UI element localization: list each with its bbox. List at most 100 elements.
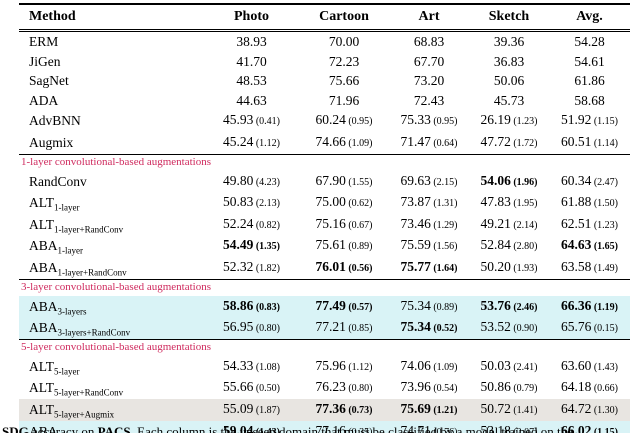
method-cell: ALT1-layer+RandConv bbox=[19, 214, 204, 236]
std-dev-value: (2.13) bbox=[253, 198, 281, 210]
value-cell: 60.34 (2.47) bbox=[549, 171, 630, 193]
accuracy-value: 26.19 bbox=[480, 112, 511, 128]
accuracy-value: 56.95 bbox=[222, 319, 254, 335]
value-cell: 70.00 bbox=[299, 31, 389, 52]
std-dev-value: (1.95) bbox=[510, 198, 538, 210]
std-dev-value: (1.19) bbox=[591, 301, 619, 313]
value-cell: 50.06 bbox=[469, 71, 549, 91]
accuracy-value: 54.33 bbox=[222, 357, 254, 373]
method-cell: ABA1-layer bbox=[19, 235, 204, 257]
value-cell: 75.59 (1.56) bbox=[389, 235, 469, 257]
accuracy-value: 77.49 bbox=[315, 297, 346, 313]
accuracy-value: 47.83 bbox=[480, 194, 511, 210]
method-subscript: 5-layer bbox=[58, 431, 83, 433]
value-cell: 66.02 (1.15) bbox=[549, 421, 630, 433]
table-row: Augmix 45.24 (1.12) 74.66 (1.09) 71.47 (0.6… bbox=[19, 132, 630, 154]
std-dev-value: (4.23) bbox=[253, 176, 281, 188]
section-header-row: 5-layer convolutional-based augmentation… bbox=[19, 338, 630, 356]
value-cell: 73.46 (1.29) bbox=[389, 214, 469, 236]
std-dev-value: (2.14) bbox=[510, 219, 538, 231]
value-cell: 75.69 (1.21) bbox=[389, 399, 469, 421]
table-row: ERM 38.93 70.00 68.83 39.36 54.28 bbox=[19, 31, 630, 52]
std-dev-value: (0.76) bbox=[430, 426, 458, 433]
table-row: SagNet 48.53 75.66 73.20 50.06 61.86 bbox=[19, 71, 630, 91]
std-dev-value: (0.54) bbox=[430, 383, 458, 395]
accuracy-value: 66.02 bbox=[560, 422, 592, 433]
accuracy-value: 71.47 bbox=[400, 133, 431, 149]
value-cell: 62.51 (1.23) bbox=[549, 214, 630, 236]
value-cell: 55.09 (1.87) bbox=[204, 399, 299, 421]
std-dev-value: (1.30) bbox=[591, 404, 619, 416]
accuracy-value: 73.46 bbox=[400, 215, 431, 231]
value-cell: 41.70 bbox=[204, 52, 299, 72]
std-dev-value: (1.21) bbox=[430, 404, 458, 416]
method-cell: RandConv bbox=[19, 171, 204, 193]
table-row: ABA3-layers+RandConv 56.95 (0.80) 77.21 (0… bbox=[19, 317, 630, 340]
section-header-row: 1-layer convolutional-based augmentation… bbox=[19, 153, 630, 171]
accuracy-value: 64.18 bbox=[560, 379, 592, 395]
table-row: ALT1-layer 50.83 (2.13) 75.00 (0.62) 73.87 … bbox=[19, 192, 630, 214]
accuracy-value: 53.52 bbox=[480, 319, 511, 335]
accuracy-value: 47.72 bbox=[480, 133, 511, 149]
results-table-body: ERM 38.93 70.00 68.83 39.36 54.28 JiGen 41.70 72… bbox=[19, 31, 630, 433]
accuracy-value: 65.76 bbox=[560, 319, 592, 335]
value-cell: 64.18 (0.66) bbox=[549, 377, 630, 399]
value-cell: 59.04 (1.43) bbox=[204, 421, 299, 433]
value-cell: 52.32 (1.82) bbox=[204, 257, 299, 279]
caption-text-mid: accuracy on bbox=[28, 424, 98, 433]
value-cell: 55.66 (0.50) bbox=[204, 377, 299, 399]
value-cell: 60.51 (1.14) bbox=[549, 132, 630, 154]
std-dev-value: (1.56) bbox=[430, 241, 458, 253]
value-cell: 36.83 bbox=[469, 52, 549, 72]
value-cell: 72.43 bbox=[389, 91, 469, 111]
accuracy-value: 38.93 bbox=[236, 34, 267, 49]
value-cell: 65.76 (0.15) bbox=[549, 317, 630, 339]
value-cell: 73.96 (0.54) bbox=[389, 377, 469, 399]
method-name: ABA bbox=[29, 320, 58, 336]
accuracy-value: 68.83 bbox=[413, 34, 445, 49]
accuracy-value: 50.06 bbox=[493, 73, 525, 89]
caption-bold-pacs: PACS. bbox=[97, 424, 134, 433]
method-name: ABA bbox=[29, 423, 58, 433]
value-cell: 66.36 (1.19) bbox=[549, 296, 630, 318]
value-cell: 75.33 (0.95) bbox=[389, 110, 469, 132]
value-cell: 50.83 (2.13) bbox=[204, 192, 299, 214]
accuracy-value: 67.90 bbox=[315, 172, 346, 188]
accuracy-value: 72.43 bbox=[413, 92, 445, 108]
value-cell: 77.36 (0.73) bbox=[299, 399, 389, 421]
value-cell: 72.23 bbox=[299, 52, 389, 72]
value-cell: 49.21 (2.14) bbox=[469, 214, 549, 236]
method-subscript: 1-layer+RandConv bbox=[57, 267, 127, 278]
std-dev-value: (0.80) bbox=[253, 323, 281, 335]
method-subscript: 1-layer bbox=[57, 246, 83, 257]
std-dev-value: (1.15) bbox=[591, 426, 619, 433]
accuracy-value: 77.21 bbox=[315, 319, 346, 335]
accuracy-value: 73.96 bbox=[400, 379, 431, 395]
value-cell: 60.24 (0.95) bbox=[299, 110, 389, 132]
method-name: ALT bbox=[29, 216, 55, 232]
accuracy-value: 50.20 bbox=[480, 258, 511, 274]
results-table: Method Photo Cartoon Art Sketch Avg. ERM 38.93… bbox=[19, 3, 630, 433]
value-cell: 45.93 (0.41) bbox=[204, 110, 299, 132]
section-title: 5-layer convolutional-based augmentation… bbox=[19, 338, 630, 356]
accuracy-value: 60.34 bbox=[560, 172, 592, 188]
std-dev-value: (0.82) bbox=[253, 219, 281, 231]
accuracy-value: 64.63 bbox=[560, 237, 592, 253]
accuracy-value: 74.66 bbox=[315, 133, 346, 149]
accuracy-value: 50.83 bbox=[222, 194, 254, 210]
method-cell: JiGen bbox=[19, 52, 204, 72]
value-cell: 50.86 (0.79) bbox=[469, 377, 549, 399]
std-dev-value: (0.52) bbox=[430, 323, 458, 335]
section-title: 1-layer convolutional-based augmentation… bbox=[19, 153, 630, 171]
column-header-method: Method bbox=[29, 9, 76, 24]
std-dev-value: (0.80) bbox=[345, 383, 373, 395]
std-dev-value: (1.87) bbox=[253, 404, 281, 416]
std-dev-value: (0.85) bbox=[345, 323, 373, 335]
method-name: ALT bbox=[29, 195, 55, 211]
value-cell: 75.96 (1.12) bbox=[299, 356, 389, 378]
accuracy-value: 45.73 bbox=[493, 92, 525, 108]
value-cell: 47.72 (1.72) bbox=[469, 132, 549, 154]
accuracy-value: 67.70 bbox=[413, 53, 445, 69]
std-dev-value: (0.95) bbox=[345, 116, 373, 128]
method-cell: ADA bbox=[19, 91, 204, 111]
